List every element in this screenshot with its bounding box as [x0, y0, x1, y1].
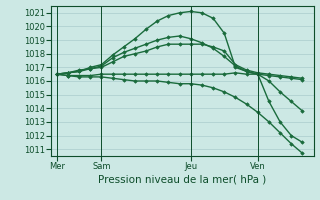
X-axis label: Pression niveau de la mer( hPa ): Pression niveau de la mer( hPa ) [98, 174, 267, 184]
